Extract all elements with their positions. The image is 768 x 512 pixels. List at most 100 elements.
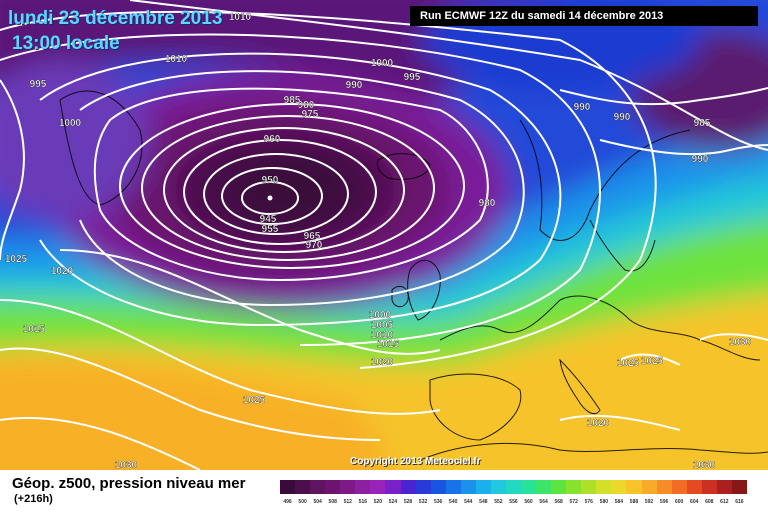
iceland-coast — [376, 153, 431, 180]
color-scale-labels: 496 500 504 508 512 516 520 524 528 532 536 540 544 5… — [280, 497, 747, 507]
isobar-label: 990 — [614, 112, 631, 123]
scale-swatch — [596, 480, 612, 494]
isobar-label: 950 — [262, 175, 279, 186]
isobar-label: 995 — [30, 79, 47, 90]
scale-swatch — [536, 480, 552, 494]
isobar-label: 1010 — [165, 54, 188, 65]
scale-value-label: 540 — [449, 499, 458, 505]
isobar-label: 1020 — [371, 357, 394, 368]
scale-value-label: 552 — [494, 499, 503, 505]
isobar-label: 985 — [694, 118, 711, 129]
scale-value-label: 572 — [569, 499, 578, 505]
scale-swatch — [521, 480, 537, 494]
band-green — [0, 195, 768, 365]
scale-value-label: 616 — [735, 499, 744, 505]
scale-value-label: 608 — [705, 499, 714, 505]
scale-swatch — [716, 480, 732, 494]
isobar-label: 1005 — [371, 320, 394, 331]
scale-swatch — [355, 480, 371, 494]
scale-swatch — [445, 480, 461, 494]
model-run-banner: Run ECMWF 12Z du samedi 14 décembre 2013 — [410, 6, 758, 26]
scale-swatch — [641, 480, 657, 494]
isobar-label: 1030 — [729, 337, 752, 348]
scale-value-label: 576 — [584, 499, 593, 505]
scale-value-label: 544 — [464, 499, 473, 505]
low-center-marker — [267, 195, 273, 201]
scale-value-label: 568 — [554, 499, 563, 505]
isobar-label: 990 — [692, 154, 709, 165]
scale-swatch — [626, 480, 642, 494]
scale-value-label: 600 — [674, 499, 684, 505]
scale-swatch — [370, 480, 386, 494]
iberia — [429, 373, 522, 441]
scale-value-label: 500 — [298, 499, 307, 505]
scale-swatch — [475, 480, 491, 494]
scale-value-label: 512 — [343, 499, 352, 505]
greenland-high — [0, 60, 150, 220]
scale-value-label: 588 — [629, 499, 639, 505]
isobar-label: 1020 — [587, 418, 610, 429]
scale-swatch — [581, 480, 597, 494]
isobars — [0, 0, 768, 470]
isobar-label: 990 — [574, 102, 591, 113]
legend-subtitle: (+216h) — [14, 493, 53, 505]
isobar-label: 980 — [479, 198, 496, 209]
isobar-label: 1015 — [23, 324, 46, 335]
forecast-time: 13:00 locale — [12, 33, 120, 54]
scale-value-label: 504 — [313, 499, 322, 505]
geopotential-field — [0, 0, 768, 470]
isobar-label: 970 — [306, 240, 323, 251]
coastlines — [59, 90, 768, 461]
isobar-label: 980 — [298, 100, 315, 111]
isobar-label: 985 — [284, 95, 301, 106]
scale-swatch — [566, 480, 582, 494]
scale-swatch — [340, 480, 356, 494]
scale-value-label: 520 — [373, 499, 383, 505]
scale-swatch — [385, 480, 401, 494]
scale-swatch — [295, 480, 311, 494]
legend-title: Géop. z500, pression niveau mer — [12, 475, 246, 492]
scale-value-label: 596 — [659, 499, 669, 505]
scale-value-label: 496 — [283, 499, 292, 505]
scale-value-label: 532 — [418, 499, 428, 505]
forecast-date: lundi 23 décembre 2013 — [8, 8, 223, 29]
isobar-label: 1015 — [377, 339, 400, 350]
scale-swatch — [280, 480, 296, 494]
scale-swatch — [430, 480, 446, 494]
scale-swatch — [490, 480, 506, 494]
isobar-label: 1030 — [693, 460, 716, 470]
isobar-label: 1025 — [243, 395, 266, 406]
color-scale — [280, 480, 747, 494]
band-yellow-south — [0, 358, 388, 470]
isobar-label: 1010 — [229, 12, 252, 23]
low-core-deep — [230, 155, 350, 225]
scale-value-label: 536 — [433, 499, 443, 505]
scale-swatch — [325, 480, 341, 494]
isobar-label: 1000 — [59, 118, 82, 129]
scale-value-label: 524 — [388, 499, 398, 505]
scale-value-label: 560 — [524, 499, 533, 505]
scale-value-label: 612 — [720, 499, 729, 505]
norway-coast — [519, 119, 691, 241]
isobar-label: 965 — [304, 231, 321, 242]
ireland — [391, 285, 409, 308]
scale-value-label: 584 — [614, 499, 624, 505]
isobar-label: 1020 — [51, 266, 74, 277]
scale-swatch — [551, 480, 567, 494]
scale-swatch — [505, 480, 521, 494]
scale-swatch — [656, 480, 672, 494]
isobar-label: 955 — [262, 224, 279, 235]
isobar-label: 1025 — [617, 358, 640, 369]
isobar-label: 1010 — [371, 330, 394, 341]
scale-value-label: 564 — [539, 499, 548, 505]
isobar-label: 990 — [346, 80, 363, 91]
scale-value-label: 516 — [358, 499, 368, 505]
scale-swatch — [701, 480, 717, 494]
isobar-label: 995 — [404, 72, 421, 83]
scale-value-label: 592 — [644, 499, 654, 505]
scale-value-label: 556 — [509, 499, 518, 505]
isobar-label: 945 — [260, 214, 277, 225]
italy — [559, 358, 601, 415]
scale-swatch — [611, 480, 627, 494]
